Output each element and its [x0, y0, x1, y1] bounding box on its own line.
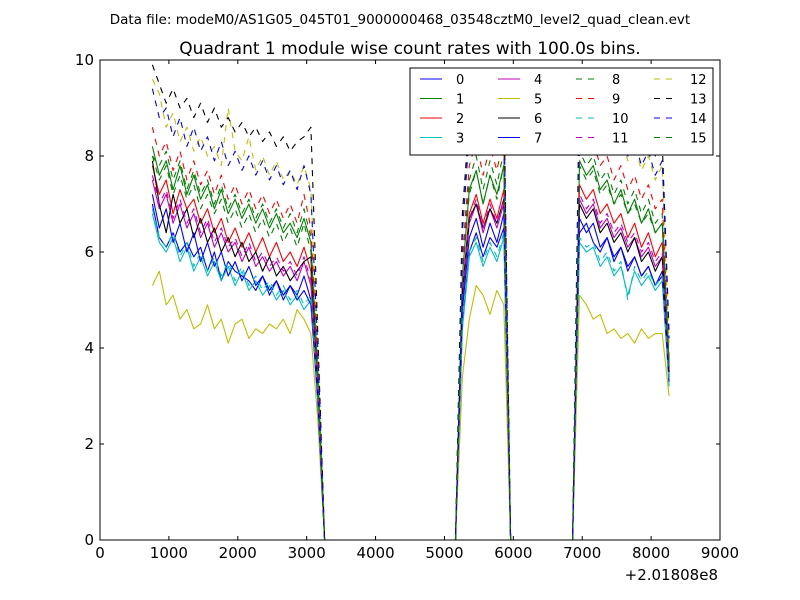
series-5-line-4 — [572, 294, 670, 541]
series-9-line-2 — [454, 136, 518, 541]
legend-label-14: 14 — [690, 112, 707, 127]
chart-title: Quadrant 1 module wise count rates with … — [179, 39, 640, 59]
series-7-line-0 — [151, 194, 332, 541]
legend-label-10: 10 — [612, 112, 629, 127]
series-12-line-0 — [151, 78, 332, 541]
series-5-line-2 — [454, 285, 518, 541]
x-tick-label: 6000 — [494, 544, 532, 562]
legend-label-1: 1 — [456, 93, 464, 108]
y-tick-label: 2 — [84, 435, 94, 453]
series-1-line-0 — [151, 146, 332, 541]
legend-label-6: 6 — [534, 112, 542, 127]
series-13-line-0 — [151, 64, 332, 541]
series-7-line-4 — [572, 217, 670, 541]
series-11-line-4 — [572, 193, 670, 541]
x-tick-label: 3000 — [288, 544, 326, 562]
legend-label-13: 13 — [690, 93, 707, 108]
series-3-line-4 — [572, 241, 670, 541]
x-tick-label: 8000 — [632, 544, 670, 562]
plot-frame — [99, 59, 721, 541]
series-15-line-4 — [572, 165, 670, 541]
x-tick-label: 2000 — [219, 544, 257, 562]
series-12-line-4 — [572, 97, 670, 541]
series-11-line-0 — [151, 175, 332, 541]
series-6-line-0 — [151, 160, 332, 541]
series-6 — [151, 160, 670, 541]
series-10-line-4 — [572, 237, 670, 541]
series-14-line-0 — [151, 88, 332, 541]
legend-label-11: 11 — [612, 132, 629, 147]
series-4 — [151, 179, 670, 541]
series-0 — [151, 203, 670, 541]
series-4-line-0 — [151, 179, 332, 541]
x-tick-label: 9000 — [701, 544, 739, 562]
legend-label-8: 8 — [612, 73, 620, 88]
x-tick-label: 0 — [95, 544, 105, 562]
series-7 — [151, 194, 670, 541]
series-15-line-0 — [151, 155, 332, 541]
x-tick-label: 7000 — [563, 544, 601, 562]
series-5-line-0 — [151, 270, 332, 541]
legend-box — [409, 67, 714, 156]
legend-label-0: 0 — [456, 73, 464, 88]
y-tick-label: 8 — [84, 147, 94, 165]
legend-label-2: 2 — [456, 112, 464, 127]
legend-label-7: 7 — [534, 132, 542, 147]
legend-label-15: 15 — [690, 132, 707, 147]
x-tick-label: 1000 — [150, 544, 188, 562]
series-10-line-0 — [151, 208, 332, 541]
series-9-line-0 — [151, 127, 332, 541]
series-2 — [151, 165, 670, 541]
series-2-line-0 — [151, 165, 332, 541]
series-4-line-4 — [572, 198, 670, 541]
series-6-line-4 — [572, 203, 670, 541]
legend-label-3: 3 — [456, 132, 464, 147]
legend-label-5: 5 — [534, 93, 542, 108]
x-tick-label: 5000 — [425, 544, 463, 562]
series-3 — [151, 213, 670, 541]
series-2-line-4 — [572, 184, 670, 541]
series-10 — [151, 208, 670, 541]
axis-layer: 0 1000 2000 3000 4000 5000 6000 7000 8000 9000 0 2 4… — [75, 51, 739, 562]
x-tick-label: 4000 — [356, 544, 394, 562]
series-8-line-4 — [572, 150, 670, 541]
series-14-line-4 — [572, 102, 670, 541]
y-tick-label: 6 — [84, 243, 94, 261]
legend-label-9: 9 — [612, 93, 620, 108]
series-15 — [151, 155, 670, 541]
legend-label-12: 12 — [690, 73, 707, 88]
series-8-line-0 — [151, 150, 332, 541]
series-1-line-4 — [572, 160, 670, 541]
y-tick-label: 4 — [84, 339, 94, 357]
series-8-line-2 — [454, 150, 518, 541]
series-11 — [151, 175, 670, 541]
legend-label-4: 4 — [534, 73, 542, 88]
series-5 — [151, 270, 670, 541]
y-tick-label: 10 — [75, 51, 94, 69]
series-9 — [151, 127, 670, 541]
y-tick-label: 0 — [84, 531, 94, 549]
series-3-line-0 — [151, 213, 332, 541]
x-offset-label: +2.01808e8 — [625, 566, 718, 584]
chart-suptitle: Data file: modeM0/AS1G05_045T01_90000004… — [110, 12, 690, 28]
series-15-line-2 — [454, 165, 518, 541]
series-0-line-0 — [151, 203, 332, 541]
